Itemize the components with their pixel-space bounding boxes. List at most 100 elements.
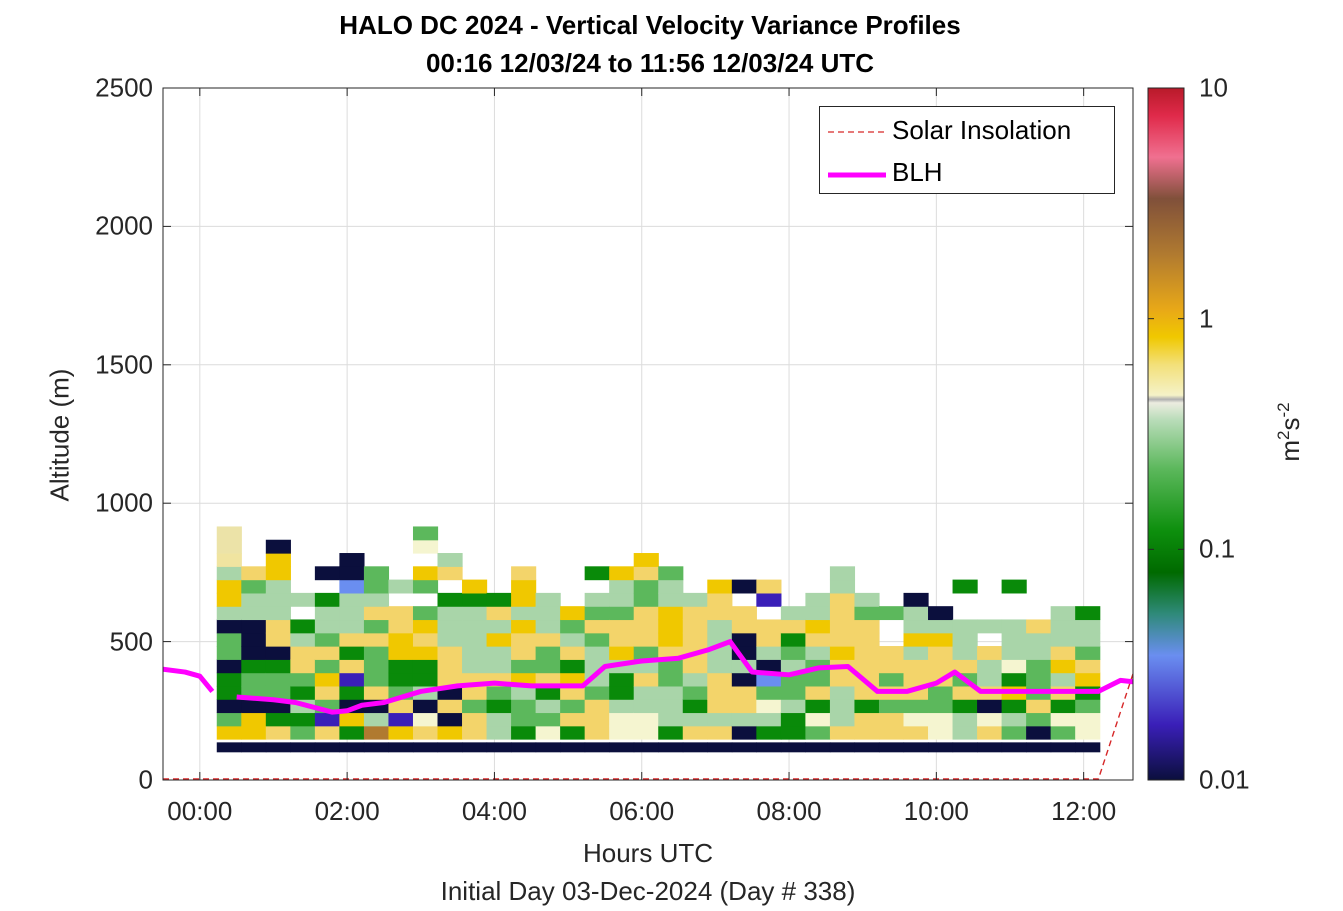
variance-cell (535, 672, 561, 687)
variance-cell (805, 632, 831, 647)
variance-cell (363, 579, 390, 594)
variance-cell (265, 659, 291, 674)
variance-cell (903, 606, 929, 621)
y-tick-label: 2500 (95, 72, 153, 103)
variance-cell (756, 725, 782, 740)
colorbar-label-sup2: -2 (1274, 402, 1294, 418)
variance-cell (977, 742, 1003, 753)
variance-cell (216, 579, 242, 594)
variance-cell (1001, 659, 1027, 674)
variance-cell (241, 606, 267, 621)
variance-cell (241, 566, 267, 581)
variance-cell (560, 712, 586, 727)
variance-cell (314, 632, 340, 647)
variance-cell (1050, 632, 1076, 647)
x-tick-label: 06:00 (609, 796, 675, 826)
variance-cell (952, 725, 978, 740)
variance-cell (731, 699, 757, 714)
x-tick-label: 12:00 (1051, 796, 1117, 826)
variance-cell (216, 606, 242, 621)
variance-cell (265, 592, 291, 607)
variance-cell (339, 606, 365, 621)
variance-cell (633, 672, 659, 687)
variance-cell (241, 742, 267, 753)
variance-cell (1075, 672, 1101, 687)
variance-cell (535, 619, 561, 634)
variance-cell (290, 659, 316, 674)
variance-cell (952, 712, 978, 727)
variance-cell (829, 685, 856, 700)
variance-cell (265, 725, 291, 740)
x-axis-label: Hours UTC (582, 838, 713, 868)
variance-cell (928, 619, 954, 634)
variance-cell (1001, 619, 1027, 634)
variance-cell (731, 742, 757, 753)
variance-cell (1026, 725, 1052, 740)
legend-swatch-solar (828, 131, 886, 133)
variance-cell (633, 632, 659, 647)
variance-cell (584, 646, 610, 660)
x-tick-label: 04:00 (461, 796, 527, 826)
variance-cell (756, 619, 782, 634)
variance-cell (854, 742, 880, 753)
variance-cell (805, 742, 831, 753)
variance-cell (363, 566, 390, 581)
variance-cell (952, 742, 978, 753)
y-tick-label: 500 (109, 626, 153, 657)
variance-cell (486, 632, 512, 647)
legend-label-solar: Solar Insolation (892, 115, 1072, 145)
variance-cell (952, 699, 978, 714)
variance-cell (560, 619, 586, 634)
blh-line-segment-2 (236, 639, 1133, 715)
variance-cell (216, 619, 242, 634)
y-tick-label: 0 (138, 764, 153, 795)
variance-cell (535, 712, 561, 727)
variance-cell (265, 712, 291, 727)
variance-cell (658, 712, 684, 727)
variance-cell (584, 619, 610, 634)
variance-cell (314, 646, 340, 660)
variance-cell (584, 592, 610, 607)
variance-cell (388, 672, 414, 687)
variance-cell (731, 672, 757, 687)
variance-cell (829, 712, 856, 727)
variance-cell (1001, 672, 1027, 687)
variance-cell (412, 672, 439, 687)
variance-cell (314, 742, 340, 753)
variance-cell (707, 579, 733, 594)
variance-cell (756, 659, 782, 674)
variance-cell (829, 632, 856, 647)
variance-cell (928, 725, 954, 740)
variance-cell (1026, 659, 1052, 674)
variance-cell (314, 619, 340, 634)
variance-cell (780, 685, 806, 700)
variance-cell (682, 742, 708, 753)
variance-cell (339, 712, 365, 727)
variance-cell (388, 659, 414, 674)
variance-cell (805, 699, 831, 714)
variance-cell (609, 606, 635, 621)
variance-cell (731, 685, 757, 700)
variance-cell (290, 632, 316, 647)
variance-cell (829, 606, 856, 621)
variance-cell (216, 592, 242, 607)
chart-subtitle: 00:16 12/03/24 to 11:56 12/03/24 UTC (425, 48, 875, 78)
variance-cell (584, 632, 610, 647)
variance-cell (658, 685, 684, 700)
legend-item-blh: BLH (820, 153, 1114, 193)
variance-cell (805, 712, 831, 727)
variance-cell (878, 672, 905, 687)
colorbar-label-mid: s (1274, 417, 1305, 431)
variance-cell (437, 725, 463, 740)
variance-cell (412, 526, 439, 541)
variance-cell (339, 619, 365, 634)
variance-cell (977, 619, 1003, 634)
variance-cell (437, 619, 463, 634)
variance-cell (633, 566, 659, 581)
variance-cell (780, 606, 806, 621)
variance-cell (1026, 742, 1052, 753)
variance-cell (511, 632, 537, 647)
variance-cell (805, 619, 831, 634)
variance-cell (609, 725, 635, 740)
x-tick-label: 10:00 (903, 796, 969, 826)
